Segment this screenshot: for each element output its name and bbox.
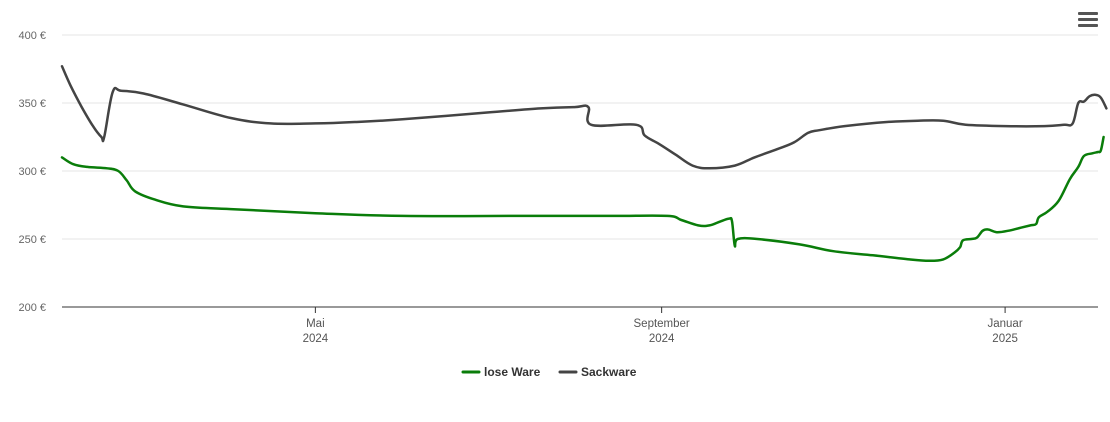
legend-item-1[interactable]: Sackware [558, 365, 637, 379]
x-tick-label-month: September [634, 318, 690, 330]
series-lines [60, 65, 1108, 263]
menu-bar [1078, 24, 1098, 27]
hamburger-menu-icon[interactable] [1078, 12, 1098, 30]
x-tick-label-year: 2024 [303, 333, 329, 345]
x-tick-label-month: Januar [988, 318, 1023, 330]
y-tick-label: 250 € [18, 234, 46, 246]
menu-bar [1078, 12, 1098, 15]
menu-bar [1078, 18, 1098, 21]
y-axis-ticks: 200 € 250 € 300 € 350 € 400 € [18, 30, 46, 314]
legend-label: Sackware [581, 365, 637, 379]
series-line-1 [60, 65, 1108, 170]
x-tick-label-year: 2025 [992, 333, 1018, 345]
y-tick-label: 200 € [18, 302, 46, 314]
legend-label: lose Ware [484, 365, 541, 379]
x-tick-label-year: 2024 [649, 333, 675, 345]
grid-lines [62, 34, 1098, 240]
x-axis-ticks: Mai 2024 September 2024 Januar 2025 [303, 307, 1023, 345]
x-tick-label-month: Mai [306, 318, 325, 330]
legend[interactable]: lose Ware Sackware [461, 365, 637, 379]
y-tick-label: 300 € [18, 166, 46, 178]
legend-item-0[interactable]: lose Ware [461, 365, 541, 379]
y-tick-label: 350 € [18, 98, 46, 110]
series-line-0 [60, 135, 1105, 263]
y-tick-label: 400 € [18, 30, 46, 42]
